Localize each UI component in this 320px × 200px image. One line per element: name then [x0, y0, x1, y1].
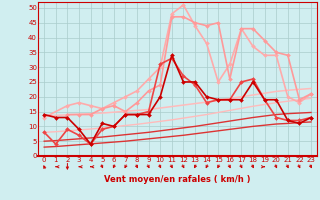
X-axis label: Vent moyen/en rafales ( km/h ): Vent moyen/en rafales ( km/h )	[104, 174, 251, 184]
